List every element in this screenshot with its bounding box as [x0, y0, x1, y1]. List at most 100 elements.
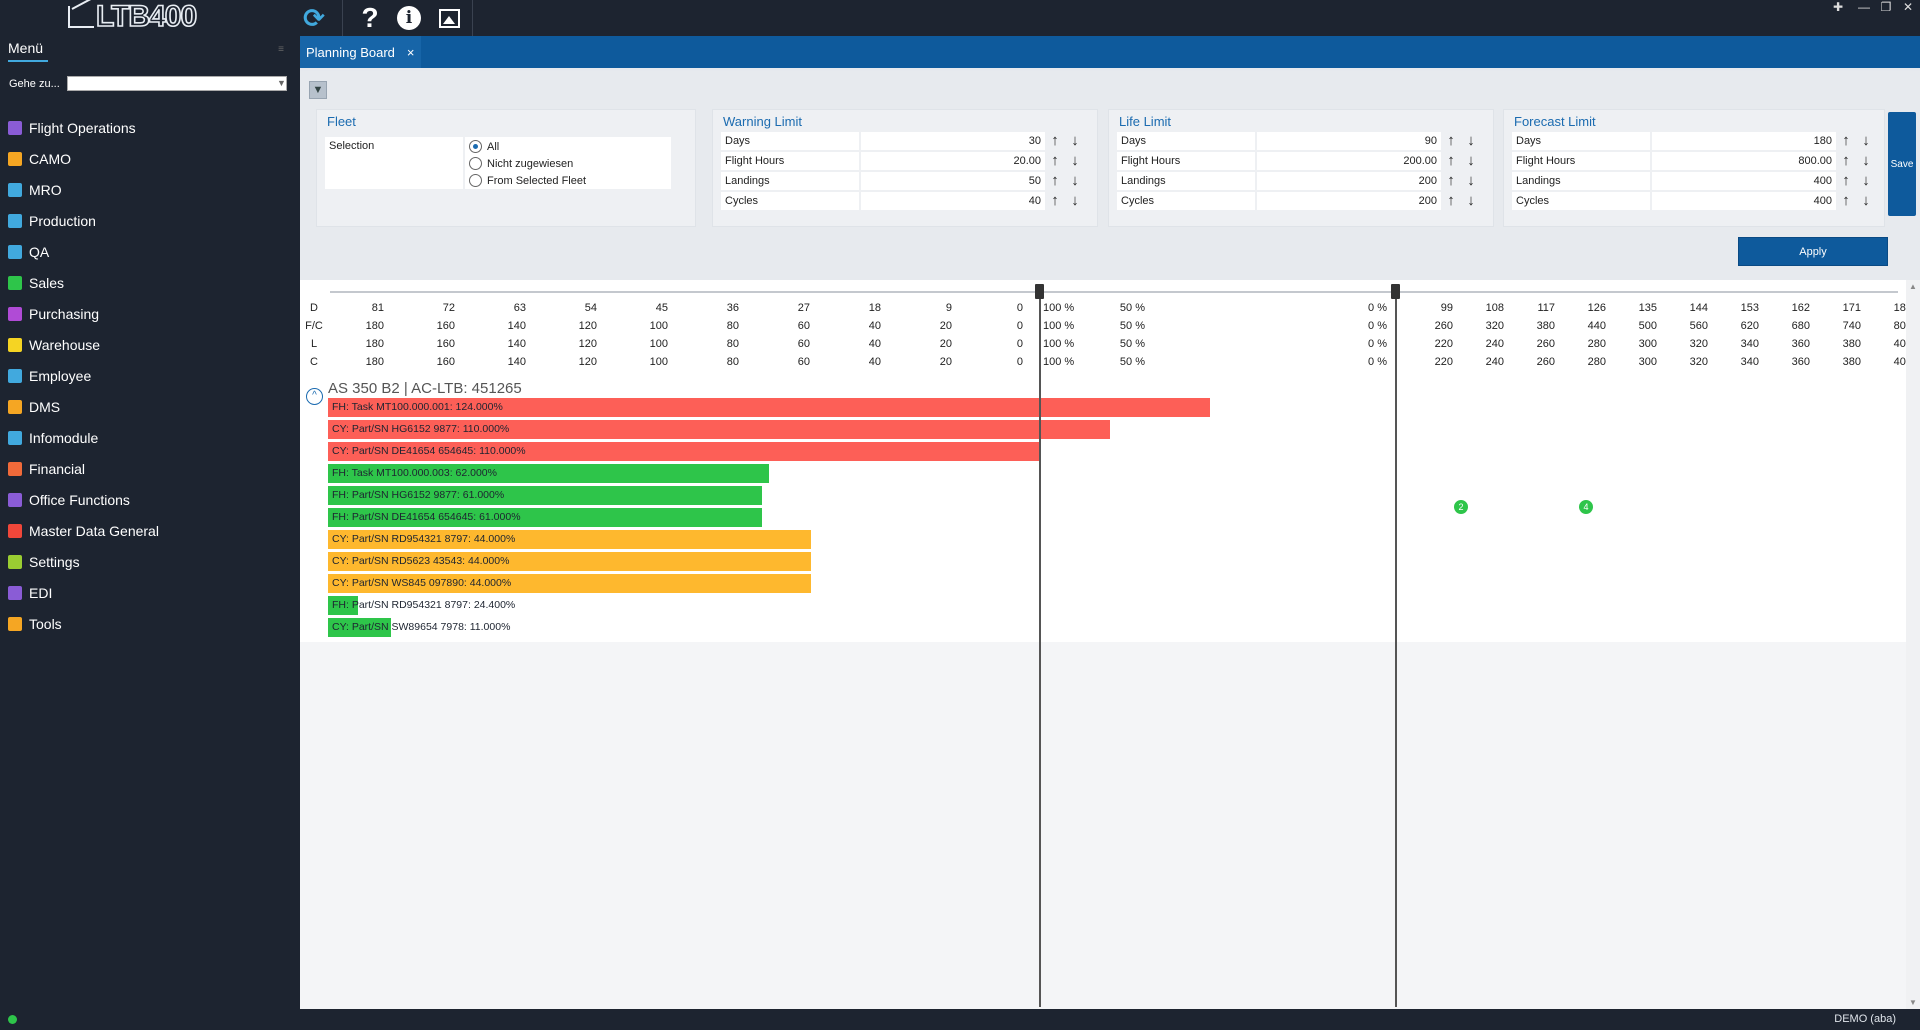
sidebar-item-edi[interactable]: EDI	[0, 577, 300, 608]
home-icon	[8, 523, 22, 538]
task-bar[interactable]: FH: Part/SN HG6152 9877: 61.000%	[328, 486, 762, 505]
limit-value[interactable]: 200	[1257, 191, 1441, 210]
arrow-up-icon[interactable]: ↑	[1051, 132, 1059, 149]
radio-dot[interactable]	[469, 174, 482, 187]
limit-value[interactable]: 50	[861, 171, 1045, 190]
goto-input[interactable]	[67, 76, 287, 91]
sidebar-item-employee[interactable]: Employee	[0, 360, 300, 391]
limit-value[interactable]: 180	[1652, 131, 1836, 150]
task-bar[interactable]: FH: Task MT100.000.001: 124.000%	[328, 398, 1210, 417]
sidebar-item-qa[interactable]: QA	[0, 236, 300, 267]
image-icon[interactable]	[433, 2, 465, 34]
arrow-down-icon[interactable]: ↓	[1862, 152, 1870, 169]
task-bar[interactable]: CY: Part/SN HG6152 9877: 110.000%	[328, 420, 1110, 439]
task-bar[interactable]: FH: Part/SN DE41654 654645: 61.000%	[328, 508, 762, 527]
forecast-marker[interactable]: 2	[1452, 498, 1470, 516]
right-slider-handle[interactable]	[1391, 284, 1400, 299]
pin-icon[interactable]: ✚	[1832, 0, 1844, 14]
left-slider-handle[interactable]	[1035, 284, 1044, 299]
arrow-down-icon[interactable]: ↓	[1467, 132, 1475, 149]
arrow-down-icon[interactable]: ↓	[1862, 192, 1870, 209]
chevron-down-icon[interactable]: ▼	[277, 78, 286, 88]
arrow-up-icon[interactable]: ↑	[1447, 172, 1455, 189]
task-bar[interactable]: FH: Task MT100.000.003: 62.000%	[328, 464, 769, 483]
forecast-marker[interactable]: 4	[1577, 498, 1595, 516]
sidebar-item-camo[interactable]: CAMO	[0, 143, 300, 174]
task-bar[interactable]: CY: Part/SN WS845 097890: 44.000%	[328, 574, 811, 593]
scroll-down-icon[interactable]: ▼	[1909, 998, 1917, 1007]
radio-dot[interactable]	[469, 157, 482, 170]
timeline-slider-track[interactable]	[330, 291, 1898, 293]
arrow-up-icon[interactable]: ↑	[1842, 192, 1850, 209]
sidebar-item-mro[interactable]: MRO	[0, 174, 300, 205]
refresh-icon[interactable]: ⟳	[303, 2, 325, 33]
scroll-up-icon[interactable]: ▲	[1909, 282, 1917, 291]
sidebar-item-financial[interactable]: Financial	[0, 453, 300, 484]
arrow-up-icon[interactable]: ↑	[1842, 152, 1850, 169]
tab-planning-board[interactable]: Planning Board ×	[300, 36, 421, 68]
limit-row: Landings 50 ↑ ↓	[721, 171, 1085, 190]
info-icon[interactable]: i	[393, 2, 425, 34]
limit-value[interactable]: 20.00	[861, 151, 1045, 170]
apply-button[interactable]: Apply	[1738, 237, 1888, 266]
arrow-up-icon[interactable]: ↑	[1447, 132, 1455, 149]
arrow-down-icon[interactable]: ↓	[1071, 192, 1079, 209]
sidebar-item-tools[interactable]: Tools	[0, 608, 300, 639]
arrow-down-icon[interactable]: ↓	[1862, 132, 1870, 149]
limit-value[interactable]: 800.00	[1652, 151, 1836, 170]
sidebar-item-warehouse[interactable]: Warehouse	[0, 329, 300, 360]
sidebar-item-production[interactable]: Production	[0, 205, 300, 236]
arrow-up-icon[interactable]: ↑	[1447, 192, 1455, 209]
restore-icon[interactable]: ❐	[1880, 0, 1892, 14]
task-bar[interactable]: CY: Part/SN RD5623 43543: 44.000%	[328, 552, 811, 571]
logo-mark	[68, 6, 94, 28]
close-icon[interactable]: ×	[406, 44, 415, 60]
scale-tick-label: 117	[1537, 302, 1555, 314]
limit-value[interactable]: 40	[861, 191, 1045, 210]
arrow-down-icon[interactable]: ↓	[1071, 132, 1079, 149]
arrow-up-icon[interactable]: ↑	[1842, 172, 1850, 189]
radio-selected-fleet[interactable]: From Selected Fleet	[469, 172, 586, 189]
limit-value[interactable]: 30	[861, 131, 1045, 150]
minimize-icon[interactable]: —	[1858, 0, 1870, 14]
arrow-up-icon[interactable]: ↑	[1842, 132, 1850, 149]
arrow-down-icon[interactable]: ↓	[1467, 192, 1475, 209]
task-bar[interactable]: FH: Part/SN RD954321 8797: 24.400%	[328, 596, 515, 615]
limit-value[interactable]: 400	[1652, 171, 1836, 190]
task-bar[interactable]: CY: Part/SN RD954321 8797: 44.000%	[328, 530, 811, 549]
arrow-up-icon[interactable]: ↑	[1051, 192, 1059, 209]
sidebar-item-office-functions[interactable]: Office Functions	[0, 484, 300, 515]
sidebar-item-settings[interactable]: Settings	[0, 546, 300, 577]
arrow-up-icon[interactable]: ↑	[1447, 152, 1455, 169]
sidebar-item-infomodule[interactable]: Infomodule	[0, 422, 300, 453]
limit-value[interactable]: 200	[1257, 171, 1441, 190]
sidebar-item-flight-operations[interactable]: Flight Operations	[0, 112, 300, 143]
limit-value[interactable]: 400	[1652, 191, 1836, 210]
arrow-up-icon[interactable]: ↑	[1051, 152, 1059, 169]
scale-row: D 81 72 63 54 45 36 27 18 9 0 100 % 50 % 0 % 99 108 117 1…	[300, 302, 1912, 320]
close-window-icon[interactable]: ✕	[1902, 0, 1914, 14]
task-bar[interactable]: CY: Part/SN DE41654 654645: 110.000%	[328, 442, 1039, 461]
arrow-up-icon[interactable]: ↑	[1051, 172, 1059, 189]
sidebar-item-master-data-general[interactable]: Master Data General	[0, 515, 300, 546]
task-bar[interactable]: CY: Part/SN SW89654 7978: 11.000%	[328, 618, 510, 637]
radio-not-assigned[interactable]: Nicht zugewiesen	[469, 155, 573, 172]
sidebar-item-purchasing[interactable]: Purchasing	[0, 298, 300, 329]
help-icon[interactable]: ?	[361, 2, 379, 33]
sidebar-item-dms[interactable]: DMS	[0, 391, 300, 422]
radio-all[interactable]: All	[469, 138, 499, 155]
collapse-icon[interactable]: ^	[306, 388, 323, 405]
limit-value[interactable]: 200.00	[1257, 151, 1441, 170]
vertical-scrollbar[interactable]: ▲ ▼	[1906, 280, 1920, 1009]
filter-icon[interactable]: ▼	[309, 81, 327, 99]
arrow-down-icon[interactable]: ↓	[1467, 172, 1475, 189]
arrow-down-icon[interactable]: ↓	[1071, 152, 1079, 169]
menu-pin-icon[interactable]: ≡	[278, 44, 284, 55]
arrow-down-icon[interactable]: ↓	[1071, 172, 1079, 189]
radio-dot[interactable]	[469, 140, 482, 153]
arrow-down-icon[interactable]: ↓	[1467, 152, 1475, 169]
sidebar-item-sales[interactable]: Sales	[0, 267, 300, 298]
save-button[interactable]: Save	[1888, 112, 1916, 216]
arrow-down-icon[interactable]: ↓	[1862, 172, 1870, 189]
limit-value[interactable]: 90	[1257, 131, 1441, 150]
